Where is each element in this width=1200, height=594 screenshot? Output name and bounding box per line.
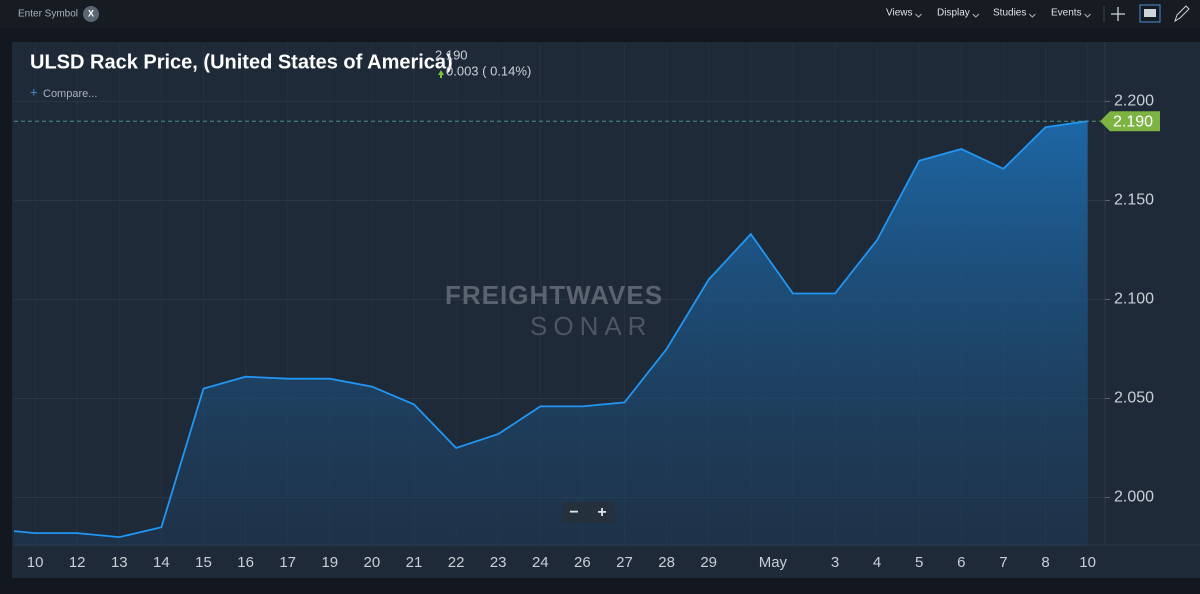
last-price: 2.190 <box>435 47 468 62</box>
y-tick-label: 2.100 <box>1114 291 1154 308</box>
clear-label: X <box>88 8 94 18</box>
up-arrow <box>438 70 444 78</box>
x-tick-label: 8 <box>1041 554 1049 571</box>
compare-plus[interactable]: + <box>30 84 38 99</box>
last-value-tag <box>1100 111 1160 132</box>
add-icon[interactable] <box>1111 7 1125 21</box>
menu[interactable]: Display <box>937 8 970 19</box>
y-tick-label: 2.000 <box>1114 489 1154 506</box>
menu[interactable]: Views <box>886 8 913 19</box>
menu-caret <box>972 13 980 18</box>
x-tick-label: 15 <box>195 554 212 571</box>
x-tick-label: 21 <box>406 554 423 571</box>
menu-caret <box>1084 13 1091 18</box>
draw-icon[interactable] <box>1174 5 1190 23</box>
x-tick-label: May <box>759 554 788 571</box>
menu-caret <box>915 13 922 18</box>
menu[interactable]: Events <box>1051 8 1082 19</box>
x-tick-label: 6 <box>957 554 965 571</box>
x-tick-label: 13 <box>111 554 128 571</box>
y-tick-label: 2.200 <box>1114 93 1154 110</box>
x-tick-label: 7 <box>999 554 1007 571</box>
x-tick-label: 16 <box>237 554 254 571</box>
x-tick-label: 3 <box>831 554 839 571</box>
watermark: SONAR <box>530 311 652 341</box>
compare-link[interactable]: Compare... <box>43 88 97 100</box>
zoom-out[interactable]: − <box>569 504 578 521</box>
x-tick-label: 27 <box>616 554 633 571</box>
zoom-controls <box>563 502 615 523</box>
x-tick-label: 28 <box>658 554 675 571</box>
y-tick-label: 2.150 <box>1114 192 1154 209</box>
zoom-in[interactable]: + <box>597 504 606 521</box>
x-tick-label: 22 <box>448 554 465 571</box>
chart-title: ULSD Rack Price, (United States of Ameri… <box>30 51 453 73</box>
clear-button[interactable] <box>83 6 99 22</box>
chat-icon[interactable] <box>1139 4 1161 23</box>
x-tick-label: 5 <box>915 554 923 571</box>
x-tick-label: 20 <box>364 554 381 571</box>
area <box>14 121 1088 545</box>
y-axis-panel <box>1105 42 1200 578</box>
line <box>14 120 1088 539</box>
toolbar <box>0 0 1200 28</box>
chat-icon-inner <box>1144 9 1156 17</box>
x-tick-label: 24 <box>532 554 549 571</box>
x-tick-label: 10 <box>1079 554 1096 571</box>
menu[interactable]: Studies <box>993 8 1026 19</box>
x-tick-label: 4 <box>873 554 881 571</box>
price-change: 0.003 ( 0.14%) <box>446 63 531 78</box>
x-tick-label: 19 <box>321 554 338 571</box>
last-value-label: 2.190 <box>1113 113 1153 130</box>
x-tick-label: 29 <box>700 554 717 571</box>
x-tick-label: 17 <box>279 554 296 571</box>
menu-caret <box>1029 13 1036 18</box>
watermark: FREIGHTWAVES <box>445 280 663 310</box>
x-tick-label: 10 <box>27 554 44 571</box>
x-tick-label: 23 <box>490 554 507 571</box>
y-tick-label: 2.050 <box>1114 390 1154 407</box>
x-tick-label: 26 <box>574 554 591 571</box>
symbol-input[interactable]: Enter Symbol <box>18 9 78 20</box>
x-tick-label: 12 <box>69 554 86 571</box>
x-tick-label: 14 <box>153 554 170 571</box>
